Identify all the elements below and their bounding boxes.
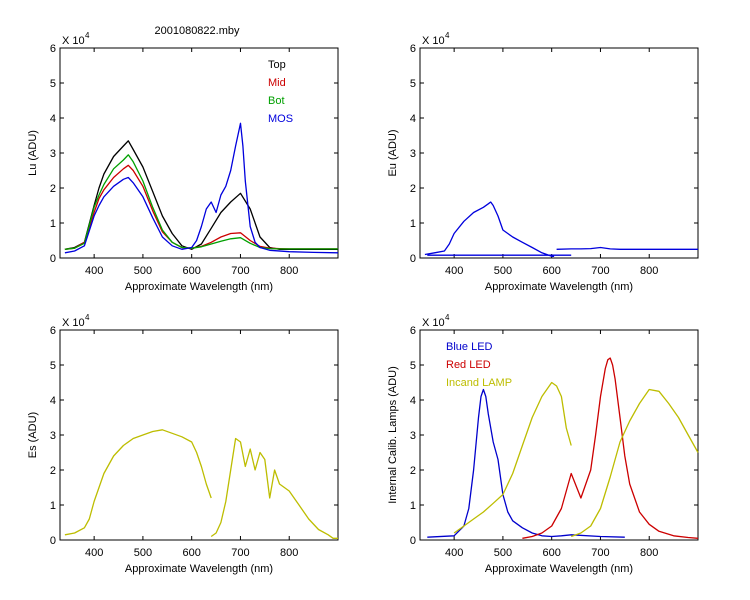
x-axis-label: Approximate Wavelength (nm) bbox=[485, 563, 633, 575]
figure-title: 2001080822.mby bbox=[154, 25, 240, 37]
y-tick-label: 5 bbox=[50, 78, 56, 90]
y-axis-label: Es (ADU) bbox=[27, 412, 39, 458]
plot-frame bbox=[59, 47, 339, 259]
y-tick-label: 2 bbox=[410, 465, 416, 477]
series-line-red-led bbox=[522, 357, 699, 539]
y-tick-label: 4 bbox=[50, 113, 56, 125]
y-tick-label: 5 bbox=[410, 360, 416, 372]
y-tick-label: 0 bbox=[410, 253, 416, 265]
series-line-incand-lamp bbox=[453, 381, 572, 534]
y-tick-label: 5 bbox=[50, 360, 56, 372]
x-tick-label: 500 bbox=[134, 265, 152, 277]
y-tick-label: 0 bbox=[410, 535, 416, 547]
plot-frame bbox=[419, 47, 699, 259]
series-line-1 bbox=[210, 437, 338, 539]
x-tick-label: 600 bbox=[183, 265, 201, 277]
y-tick-label: 1 bbox=[50, 500, 56, 512]
y-tick-label: 3 bbox=[410, 148, 416, 160]
y-tick-label: 3 bbox=[50, 430, 56, 442]
y-tick-label: 6 bbox=[410, 325, 416, 337]
y-axis-label: Eu (ADU) bbox=[387, 129, 399, 176]
x-tick-label: 400 bbox=[445, 547, 463, 559]
x-tick-label: 800 bbox=[640, 547, 658, 559]
x-tick-label: 400 bbox=[85, 265, 103, 277]
legend-entry: Incand LAMP bbox=[446, 377, 512, 389]
y-tick-label: 6 bbox=[50, 325, 56, 337]
y-tick-label: 6 bbox=[410, 43, 416, 55]
y-tick-label: 0 bbox=[50, 535, 56, 547]
x-axis-label: Approximate Wavelength (nm) bbox=[125, 563, 273, 575]
y-tick-label: 2 bbox=[410, 183, 416, 195]
x-tick-label: 800 bbox=[280, 265, 298, 277]
axis-multiplier: X 10 bbox=[62, 35, 85, 47]
axis-multiplier: X 10 bbox=[422, 35, 445, 47]
axis-multiplier-exponent: 4 bbox=[445, 313, 450, 322]
y-tick-label: 1 bbox=[410, 500, 416, 512]
axis-multiplier-exponent: 4 bbox=[85, 313, 90, 322]
series-line-0 bbox=[64, 429, 212, 536]
x-axis-label: Approximate Wavelength (nm) bbox=[485, 281, 633, 293]
y-tick-label: 4 bbox=[410, 395, 416, 407]
series-line-3 bbox=[570, 388, 699, 538]
x-tick-label: 500 bbox=[494, 547, 512, 559]
x-tick-label: 500 bbox=[494, 265, 512, 277]
y-axis-label: Internal Calib. Lamps (ADU) bbox=[387, 366, 399, 504]
x-tick-label: 700 bbox=[231, 265, 249, 277]
y-tick-label: 6 bbox=[50, 43, 56, 55]
x-axis-label: Approximate Wavelength (nm) bbox=[125, 281, 273, 293]
y-tick-label: 1 bbox=[410, 218, 416, 230]
y-tick-label: 2 bbox=[50, 465, 56, 477]
axis-multiplier-exponent: 4 bbox=[445, 31, 450, 40]
series-line-mid bbox=[64, 164, 338, 250]
y-tick-label: 4 bbox=[410, 113, 416, 125]
axis-multiplier-exponent: 4 bbox=[85, 31, 90, 40]
y-tick-label: 1 bbox=[50, 218, 56, 230]
series-line-mos bbox=[64, 122, 339, 254]
series-line-top bbox=[64, 140, 338, 250]
x-tick-label: 700 bbox=[591, 265, 609, 277]
x-tick-label: 800 bbox=[280, 547, 298, 559]
y-axis-label: Lu (ADU) bbox=[27, 130, 39, 176]
axis-multiplier: X 10 bbox=[422, 317, 445, 329]
legend-entry: Top bbox=[268, 59, 286, 71]
legend-entry: Red LED bbox=[446, 359, 491, 371]
y-tick-label: 5 bbox=[410, 78, 416, 90]
y-tick-label: 3 bbox=[410, 430, 416, 442]
series-line-bot bbox=[64, 154, 338, 250]
x-tick-label: 600 bbox=[543, 547, 561, 559]
series-line-blue-led bbox=[427, 388, 625, 538]
legend-entry: Blue LED bbox=[446, 341, 493, 353]
x-tick-label: 800 bbox=[640, 265, 658, 277]
legend-entry: MOS bbox=[268, 113, 293, 125]
x-tick-label: 600 bbox=[543, 265, 561, 277]
legend-entry: Bot bbox=[268, 95, 285, 107]
plot-frame bbox=[59, 329, 339, 541]
legend-entry: Mid bbox=[268, 77, 286, 89]
x-tick-label: 600 bbox=[183, 547, 201, 559]
x-tick-label: 700 bbox=[231, 547, 249, 559]
y-tick-label: 2 bbox=[50, 183, 56, 195]
x-tick-label: 400 bbox=[445, 265, 463, 277]
axis-multiplier: X 10 bbox=[62, 317, 85, 329]
series-line-1 bbox=[556, 246, 698, 250]
x-tick-label: 400 bbox=[85, 547, 103, 559]
y-tick-label: 0 bbox=[50, 253, 56, 265]
y-tick-label: 3 bbox=[50, 148, 56, 160]
y-tick-label: 4 bbox=[50, 395, 56, 407]
series-line-0 bbox=[424, 201, 555, 257]
x-tick-label: 500 bbox=[134, 547, 152, 559]
x-tick-label: 700 bbox=[591, 547, 609, 559]
